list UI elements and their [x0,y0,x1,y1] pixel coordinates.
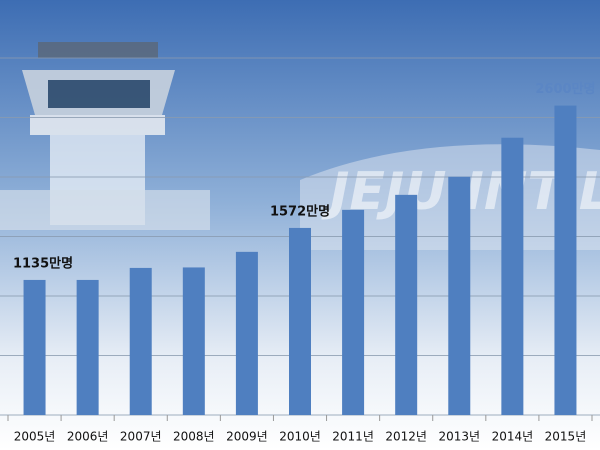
bar [554,105,577,415]
x-tick-label: 2010년 [279,430,321,444]
x-tick-label: 2006년 [67,430,109,444]
x-tick-label: 2012년 [385,430,427,444]
x-tick-label: 2008년 [173,430,215,444]
x-tick-label: 2014년 [492,430,534,444]
x-tick-label: 2009년 [226,430,268,444]
x-tick-label: 2015년 [545,430,587,444]
x-tick-label: 2007년 [120,430,162,444]
bar [342,209,365,415]
value-label: 1135만명 [13,255,73,271]
bar [129,267,152,415]
tower-illustration [0,42,210,230]
value-label: 2600만명 [535,81,595,97]
x-tick-label: 2013년 [438,430,480,444]
bar [182,267,205,415]
bar [235,251,258,415]
bar [23,279,46,415]
value-label: 1572만명 [270,203,330,219]
x-tick-label: 2005년 [14,430,56,444]
bar [395,194,418,415]
x-tick-label: 2011년 [332,430,374,444]
bar [448,176,471,415]
bar [76,279,99,415]
bar [289,227,311,415]
bar [501,137,524,416]
